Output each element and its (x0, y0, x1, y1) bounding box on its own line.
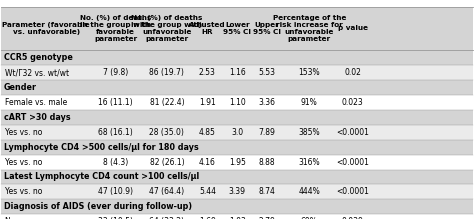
Text: Adjusted
HR: Adjusted HR (189, 22, 226, 35)
Text: 0.039: 0.039 (342, 217, 364, 219)
Text: 8 (4.3): 8 (4.3) (103, 157, 128, 167)
Text: 3.36: 3.36 (259, 98, 275, 107)
Text: No. (%) of deaths
in the group with
favorable
parameter: No. (%) of deaths in the group with favo… (80, 15, 151, 42)
Bar (1, 199, 473, 214)
Text: 3.39: 3.39 (229, 187, 246, 196)
Text: 47 (10.9): 47 (10.9) (98, 187, 133, 196)
Text: 28 (35.0): 28 (35.0) (149, 128, 184, 137)
Bar (1, 95, 473, 110)
Text: 3.0: 3.0 (231, 128, 243, 137)
Text: 1.16: 1.16 (229, 68, 246, 77)
Text: 444%: 444% (299, 187, 320, 196)
Text: 4.85: 4.85 (199, 128, 216, 137)
Text: 1.95: 1.95 (229, 157, 246, 167)
Text: 153%: 153% (299, 68, 320, 77)
Text: Female vs. male: Female vs. male (5, 98, 67, 107)
Text: Yes vs. no: Yes vs. no (5, 187, 42, 196)
Bar (1, 214, 473, 219)
Bar (1, 65, 473, 80)
Text: Percentage of the
risk increase for
unfavorable
parameter: Percentage of the risk increase for unfa… (273, 15, 346, 42)
Text: 1.10: 1.10 (229, 98, 246, 107)
Text: 2.79: 2.79 (259, 217, 275, 219)
Text: 2.53: 2.53 (199, 68, 216, 77)
Text: No. (%) of deaths
in the group with
unfavorable
parameter: No. (%) of deaths in the group with unfa… (131, 15, 202, 42)
Text: No vs. yes: No vs. yes (5, 217, 44, 219)
Text: 4.16: 4.16 (199, 157, 216, 167)
Text: 1.91: 1.91 (199, 98, 216, 107)
Text: 81 (22.4): 81 (22.4) (149, 98, 184, 107)
Text: 91%: 91% (301, 98, 318, 107)
Text: 69%: 69% (301, 217, 318, 219)
Text: 0.02: 0.02 (344, 68, 361, 77)
Text: 47 (64.4): 47 (64.4) (149, 187, 184, 196)
Bar (1, 7, 473, 50)
Bar (1, 50, 473, 65)
Text: Diagnosis of AIDS (ever during follow-up): Diagnosis of AIDS (ever during follow-up… (4, 202, 192, 211)
Text: 1.03: 1.03 (229, 217, 246, 219)
Bar (1, 110, 473, 125)
Text: Upper
95% CI: Upper 95% CI (253, 22, 281, 35)
Bar (1, 184, 473, 199)
Text: 7 (9.8): 7 (9.8) (103, 68, 128, 77)
Text: Yes vs. no: Yes vs. no (5, 128, 42, 137)
Text: 82 (26.1): 82 (26.1) (149, 157, 184, 167)
Text: Parameter (favorable
vs. unfavorable): Parameter (favorable vs. unfavorable) (2, 22, 90, 35)
Text: Lymphocyte CD4 >500 cells/µl for 180 days: Lymphocyte CD4 >500 cells/µl for 180 day… (4, 143, 199, 152)
Text: 16 (11.1): 16 (11.1) (98, 98, 133, 107)
Bar (1, 170, 473, 184)
Text: <0.0001: <0.0001 (336, 157, 369, 167)
Text: 8.88: 8.88 (259, 157, 275, 167)
Text: 64 (33.2): 64 (33.2) (149, 217, 184, 219)
Text: <0.0001: <0.0001 (336, 187, 369, 196)
Text: Wt/Γ32 vs. wt/wt: Wt/Γ32 vs. wt/wt (5, 68, 69, 77)
Text: 0.023: 0.023 (342, 98, 364, 107)
Text: cART >30 days: cART >30 days (4, 113, 71, 122)
Text: 5.44: 5.44 (199, 187, 216, 196)
Text: 316%: 316% (299, 157, 320, 167)
Bar (1, 140, 473, 155)
Text: 7.89: 7.89 (259, 128, 275, 137)
Bar (1, 155, 473, 170)
Text: Lower
95% CI: Lower 95% CI (223, 22, 251, 35)
Bar (1, 80, 473, 95)
Text: <0.0001: <0.0001 (336, 128, 369, 137)
Bar (1, 125, 473, 140)
Text: 86 (19.7): 86 (19.7) (149, 68, 184, 77)
Text: Gender: Gender (4, 83, 37, 92)
Text: Yes vs. no: Yes vs. no (5, 157, 42, 167)
Text: 8.74: 8.74 (259, 187, 275, 196)
Text: 33 (10.5): 33 (10.5) (98, 217, 133, 219)
Text: 1.69: 1.69 (199, 217, 216, 219)
Text: 5.53: 5.53 (259, 68, 275, 77)
Text: Latest Lymphocyte CD4 count >100 cells/µl: Latest Lymphocyte CD4 count >100 cells/µ… (4, 172, 199, 182)
Text: p value: p value (337, 25, 368, 32)
Text: CCR5 genotype: CCR5 genotype (4, 53, 73, 62)
Text: 385%: 385% (299, 128, 320, 137)
Text: 68 (16.1): 68 (16.1) (98, 128, 133, 137)
